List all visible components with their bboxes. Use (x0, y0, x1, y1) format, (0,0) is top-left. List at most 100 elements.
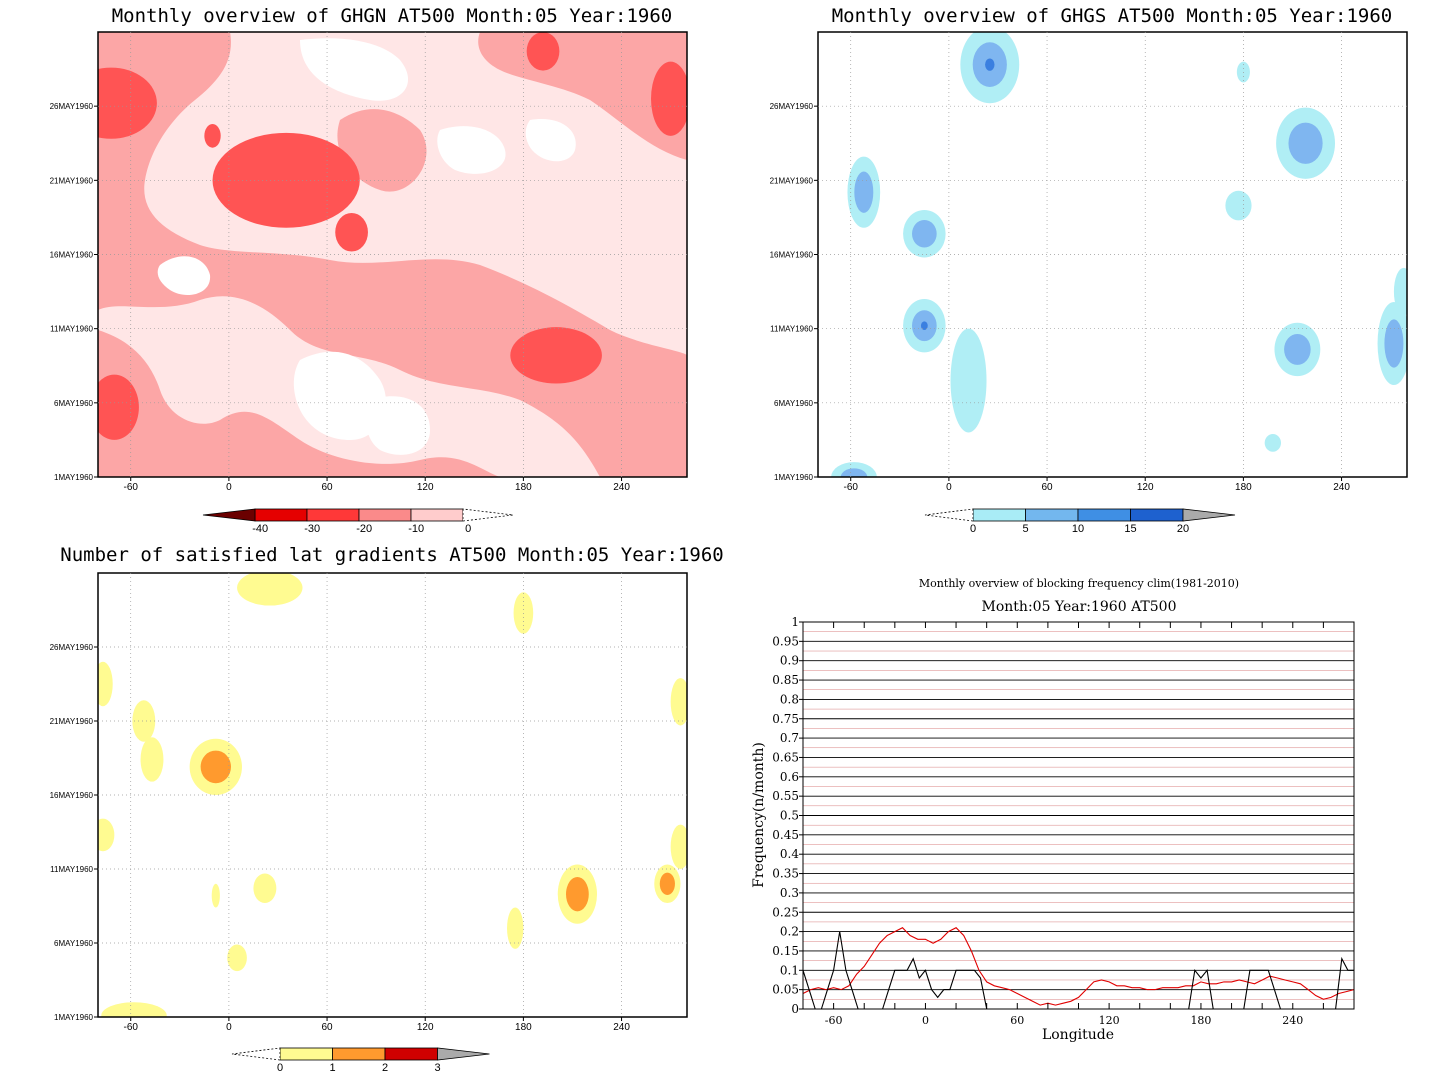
ghgs-plot-area (818, 32, 1407, 477)
ghgn-strong-blob (98, 67, 157, 139)
x-tick-label: 60 (321, 482, 333, 493)
grad-contour-level-1 (211, 883, 220, 908)
gradients-x-axis: -60 0 60 120 180 240 (123, 1017, 630, 1033)
colorbar-segment (279, 1047, 333, 1061)
x-tick-label: 120 (417, 1022, 434, 1033)
colorbar-label: 20 (1177, 523, 1189, 535)
ghgs-contour-level-1 (1264, 433, 1282, 452)
y-tick-label: 21MAY1960 (770, 176, 814, 185)
y-tick-label: 1MAY1960 (54, 473, 94, 482)
y-tick-label: 0.8 (780, 692, 799, 706)
y-tick-label: 16MAY1960 (770, 251, 814, 260)
grad-contour-level-2 (200, 750, 231, 784)
y-tick-label: 0.3 (780, 886, 799, 900)
y-tick-label: 0.4 (780, 847, 799, 861)
colorbar-segment (410, 508, 464, 522)
ghgn-colorbar: -40 -30 -20 -10 0 (202, 508, 514, 535)
y-tick-label: 1 (791, 615, 799, 629)
frequency-y-axis: 0 0.05 0.1 0.15 0.2 0.25 0.3 0.35 0.4 0.45 0.5 0.55… (772, 615, 803, 1016)
x-tick-label: 120 (417, 482, 434, 493)
ghgs-colorbar: 0 5 10 15 20 (924, 508, 1236, 535)
ghgs-panel: Monthly overview of GHGS AT500 Month:05 … (770, 5, 1408, 535)
colorbar-label: 1 (329, 1062, 335, 1074)
colorbar-right-extension (1182, 508, 1236, 522)
y-tick-label: 0.55 (772, 789, 799, 803)
y-tick-label: 6MAY1960 (54, 399, 94, 408)
x-tick-label: 240 (613, 1022, 630, 1033)
colorbar-segment (1025, 508, 1079, 522)
x-tick-label: 240 (613, 482, 630, 493)
colorbar-label: 5 (1022, 523, 1028, 535)
y-tick-label: 11MAY1960 (50, 325, 93, 334)
grad-contour-level-1 (670, 824, 687, 869)
ghgs-contour-level-1 (1393, 267, 1407, 316)
colorbar-right-extension (437, 1047, 490, 1061)
y-tick-label: 1MAY1960 (54, 1013, 94, 1022)
ghgn-title: Monthly overview of GHGN AT500 Month:05 … (112, 5, 673, 27)
ghgs-contour-level-2 (1384, 319, 1404, 368)
colorbar-segment (972, 508, 1026, 522)
y-tick-label: 21MAY1960 (50, 176, 94, 185)
ghgn-plot-area (98, 32, 687, 477)
colorbar-label: 10 (1072, 523, 1084, 535)
x-tick-label: 180 (1190, 1014, 1211, 1027)
frequency-ylabel: Frequency(n/month) (751, 742, 767, 888)
y-tick-label: 0.7 (780, 731, 799, 745)
ghgn-strong-blob (526, 32, 560, 71)
ghgs-contour-level-2 (1288, 122, 1323, 164)
x-tick-label: 0 (946, 482, 952, 493)
y-tick-label: 0.6 (780, 770, 799, 784)
colorbar-label: -40 (252, 523, 268, 535)
y-tick-label: 0.45 (772, 828, 799, 842)
grad-contour-level-1 (132, 700, 156, 742)
colorbar-label: 0 (970, 523, 976, 535)
ghgs-contour-level-2 (840, 468, 868, 477)
grad-contour-level-2 (565, 876, 589, 912)
ghgs-contour-level-2 (854, 171, 874, 213)
ghgs-contour-level-3 (985, 58, 995, 71)
y-tick-label: 0.25 (772, 905, 799, 919)
colorbar-left-extension (202, 508, 256, 522)
x-tick-label: -60 (123, 482, 138, 493)
gradients-panel: Number of satisfied lat gradients AT500 … (50, 544, 724, 1074)
ghgn-strong-blob (98, 374, 139, 440)
colorbar-segment (306, 508, 360, 522)
x-tick-label: 120 (1137, 482, 1154, 493)
colorbar-left-extension (231, 1047, 281, 1061)
x-tick-label: 0 (226, 482, 232, 493)
grad-contour-level-1 (101, 1002, 167, 1017)
y-tick-label: 11MAY1960 (770, 325, 813, 334)
ghgn-panel: Monthly overview of GHGN AT500 Month:05 … (50, 5, 688, 535)
grad-contour-level-1 (507, 907, 524, 949)
gradients-plot-area (98, 573, 687, 1017)
grad-contour-level-1 (670, 678, 687, 726)
frequency-gridlines (803, 621, 1354, 1000)
x-tick-label: -60 (825, 1014, 843, 1027)
y-tick-label: 0.95 (772, 634, 799, 648)
colorbar-label: -10 (408, 523, 424, 535)
ghgn-level-2-blobs (98, 32, 687, 440)
x-tick-label: 180 (515, 482, 532, 493)
grad-contour-level-1 (98, 818, 115, 852)
x-tick-label: 0 (922, 1014, 929, 1027)
colorbar-segment (254, 508, 308, 522)
ghgs-x-axis: -60 0 60 120 180 240 (843, 477, 1350, 493)
colorbar-left-extension (924, 508, 974, 522)
colorbar-segment (1130, 508, 1184, 522)
gradients-title: Number of satisfied lat gradients AT500 … (60, 544, 723, 566)
grad-contour-level-1 (98, 661, 113, 707)
ghgn-y-axis: 1MAY1960 6MAY1960 11MAY1960 16MAY1960 21MAY1… (50, 102, 98, 482)
colorbar-segment (1077, 508, 1131, 522)
gradients-contour-blobs (98, 573, 687, 1017)
grad-contour-level-2 (659, 872, 675, 895)
colorbar-label: 15 (1124, 523, 1136, 535)
y-tick-label: 21MAY1960 (50, 717, 94, 726)
y-tick-label: 0.5 (780, 809, 799, 823)
x-tick-label: -60 (843, 482, 858, 493)
colorbar-right-extension (462, 508, 514, 522)
colorbar-label: 0 (277, 1062, 283, 1074)
ghgs-title: Monthly overview of GHGS AT500 Month:05 … (832, 5, 1393, 27)
frequency-x-axis: -60 0 60 120 180 240 (802, 622, 1355, 1027)
ghgn-strong-blob (204, 123, 221, 148)
